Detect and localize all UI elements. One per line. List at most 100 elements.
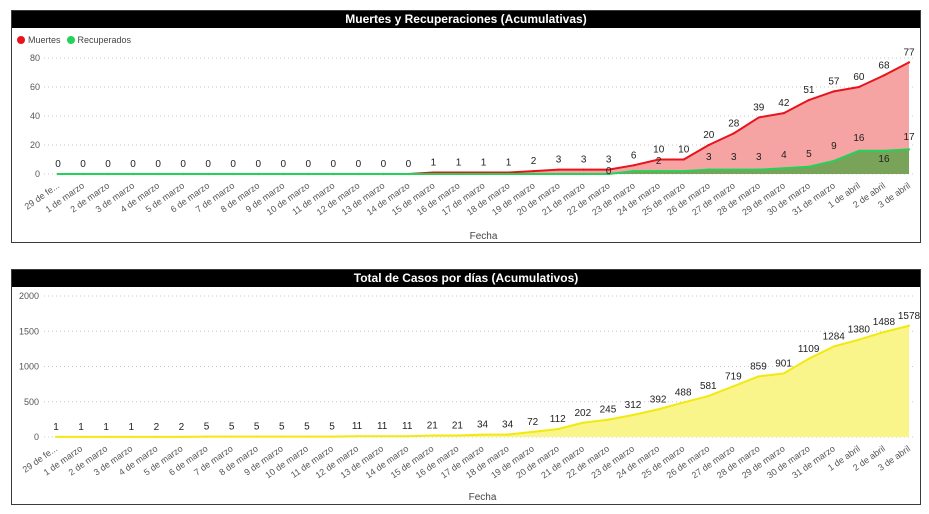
- y-tick-label: 20: [30, 140, 40, 150]
- data-label: 1578: [898, 311, 920, 322]
- data-point: [207, 172, 210, 176]
- data-point: [432, 172, 435, 176]
- data-point: [657, 170, 660, 173]
- data-point: [732, 385, 735, 388]
- data-label: 2: [656, 156, 662, 167]
- data-point: [782, 112, 785, 115]
- data-label: 0: [381, 159, 387, 170]
- data-point: [606, 418, 610, 421]
- data-point: [330, 435, 334, 438]
- y-tick-label: 60: [30, 82, 40, 92]
- data-point: [582, 172, 585, 176]
- data-label: 51: [803, 85, 815, 96]
- data-point: [882, 330, 886, 334]
- data-point: [581, 421, 584, 424]
- data-label: 10: [653, 145, 665, 156]
- data-label: 0: [205, 159, 211, 170]
- data-label: 0: [280, 159, 286, 170]
- data-point: [280, 435, 283, 438]
- data-label: 1: [431, 158, 437, 169]
- data-point: [54, 435, 58, 439]
- legend-item-recuperados[interactable]: Recuperados: [66, 35, 132, 45]
- data-label: 2: [179, 422, 185, 433]
- data-label: 72: [527, 417, 539, 428]
- data-point: [532, 170, 535, 173]
- data-point: [657, 408, 660, 411]
- data-label: 11: [377, 421, 388, 432]
- data-point: [456, 434, 459, 437]
- data-point: [582, 168, 585, 171]
- data-point: [657, 158, 660, 161]
- data-point: [631, 413, 635, 417]
- total-cases-panel: Total de Casos por días (Acumulativos) 0…: [11, 269, 921, 505]
- data-point: [782, 372, 785, 375]
- data-label: 11: [402, 421, 413, 432]
- data-label: 0: [606, 166, 612, 177]
- data-label: 3: [556, 155, 562, 166]
- y-tick-label: 2000: [19, 291, 39, 301]
- data-label: 3: [706, 152, 712, 163]
- data-point: [782, 167, 785, 170]
- data-label: 39: [753, 102, 765, 113]
- x-axis-title: Fecha: [469, 492, 497, 503]
- data-label: 9: [831, 141, 837, 152]
- data-point: [732, 168, 735, 171]
- data-point: [682, 170, 685, 173]
- data-label: 0: [331, 159, 337, 170]
- data-point: [857, 85, 861, 89]
- data-label: 901: [775, 358, 792, 369]
- data-point: [332, 172, 335, 176]
- data-point: [431, 434, 434, 437]
- data-label: 0: [255, 159, 261, 170]
- data-label: 312: [625, 400, 642, 411]
- legend-dot-recuperados-icon: [66, 36, 75, 44]
- data-label: 10: [678, 145, 690, 156]
- data-label: 3: [731, 152, 737, 163]
- data-point: [81, 172, 85, 176]
- data-label: 20: [703, 130, 715, 141]
- data-point: [857, 338, 860, 341]
- data-label: 1: [506, 158, 512, 169]
- data-label: 3: [756, 152, 762, 163]
- y-tick-label: 80: [30, 53, 40, 63]
- data-point: [180, 435, 183, 438]
- data-point: [282, 172, 285, 176]
- data-point: [355, 435, 359, 438]
- deaths-recoveries-panel: Muertes y Recuperaciones (Acumulativas) …: [11, 10, 921, 243]
- data-label: 0: [306, 159, 312, 170]
- data-label: 2: [531, 156, 537, 167]
- legend-label-recuperados: Recuperados: [77, 35, 132, 45]
- y-tick-label: 500: [24, 397, 39, 407]
- series-area-1: [58, 149, 909, 174]
- data-point: [857, 149, 861, 152]
- data-label: 4: [781, 150, 787, 161]
- data-label: 112: [550, 414, 566, 425]
- data-point: [882, 149, 886, 152]
- data-point: [105, 435, 108, 439]
- data-point: [382, 172, 385, 176]
- data-point: [632, 170, 635, 173]
- legend-item-muertes[interactable]: Muertes: [17, 35, 61, 45]
- data-point: [707, 168, 710, 171]
- data-point: [257, 172, 260, 176]
- data-point: [406, 435, 409, 438]
- data-point: [307, 172, 310, 176]
- chart-title: Muertes y Recuperaciones (Acumulativas): [12, 11, 920, 28]
- data-label: 1284: [823, 331, 846, 342]
- y-tick-label: 0: [35, 169, 40, 179]
- data-point: [155, 435, 158, 438]
- data-label: 0: [406, 159, 412, 170]
- data-label: 1: [103, 422, 109, 433]
- data-point: [481, 433, 484, 436]
- series-area-0: [56, 325, 909, 437]
- data-point: [205, 435, 208, 438]
- data-label: 42: [778, 98, 790, 109]
- data-label: 34: [502, 420, 514, 431]
- data-label: 1380: [848, 325, 871, 336]
- data-point: [832, 345, 835, 348]
- data-point: [682, 401, 685, 404]
- data-label: 21: [452, 421, 464, 432]
- data-label: 5: [279, 422, 285, 433]
- data-label: 245: [600, 405, 617, 416]
